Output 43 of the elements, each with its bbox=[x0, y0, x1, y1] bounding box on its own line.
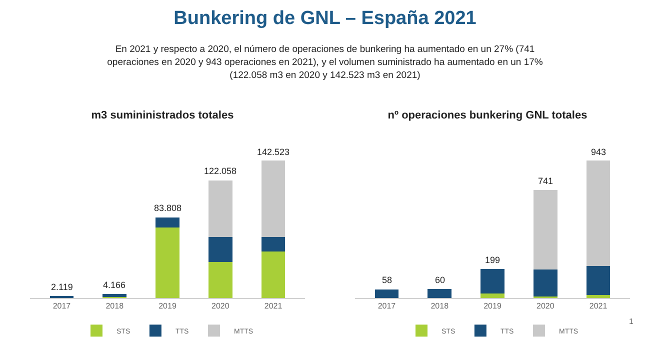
x-tick-label: 2019 bbox=[158, 302, 177, 311]
annotation: 122.058 bbox=[204, 166, 237, 176]
x-tick-label: 2020 bbox=[536, 302, 555, 311]
bar bbox=[586, 160, 610, 266]
bar bbox=[261, 251, 286, 298]
x-tick-label: 2021 bbox=[264, 302, 283, 311]
bar bbox=[586, 266, 610, 296]
annotation: 58 bbox=[382, 275, 392, 285]
x-tick-label: 2017 bbox=[52, 302, 72, 311]
annotation: 943 bbox=[591, 147, 606, 157]
bar bbox=[428, 289, 452, 298]
text: En 2021 y respecto a 2020, el número de operaciones de bunkering ha aumentado en un 27% (741 operaciones en 2020 y 943 operaciones en 2021), y el volumen suministrado ha aumentado en un 17% (122.058 m3 en 2020 y 142.523 m3 en 2021) bbox=[106, 44, 544, 82]
bar bbox=[102, 294, 127, 297]
annotation: 741 bbox=[538, 176, 554, 186]
chart-title: nº operaciones bunkering GNL totales bbox=[388, 109, 588, 122]
bar bbox=[374, 289, 399, 298]
bar bbox=[480, 294, 504, 298]
x-tick-label: 2018 bbox=[430, 302, 450, 311]
annotation: 60 bbox=[435, 275, 446, 285]
annotation: 199 bbox=[485, 255, 500, 265]
annotation: 83.808 bbox=[154, 203, 182, 213]
bar bbox=[261, 160, 286, 238]
bar bbox=[156, 228, 180, 298]
text: Bunkering de GNL – España 2021 bbox=[172, 7, 478, 30]
x-tick-label: 2017 bbox=[378, 302, 396, 311]
bar bbox=[533, 269, 558, 296]
bar bbox=[586, 295, 610, 298]
x-tick-label: 2018 bbox=[106, 302, 124, 311]
bar bbox=[261, 237, 286, 252]
annotation: 142.523 bbox=[257, 147, 290, 157]
bar bbox=[480, 269, 504, 294]
bar bbox=[208, 180, 232, 237]
x-tick-label: 2020 bbox=[211, 302, 230, 311]
annotation: 4.166 bbox=[103, 280, 126, 290]
bar bbox=[208, 236, 232, 262]
x-tick-label: 2019 bbox=[484, 302, 502, 311]
bar bbox=[156, 217, 180, 228]
chart-title: m3 sumininistrados totales bbox=[91, 109, 234, 122]
text: 1 bbox=[629, 317, 634, 326]
bar bbox=[533, 190, 558, 270]
x-tick-label: 2021 bbox=[589, 302, 608, 311]
annotation: 2.119 bbox=[51, 282, 73, 292]
bar bbox=[208, 262, 232, 298]
